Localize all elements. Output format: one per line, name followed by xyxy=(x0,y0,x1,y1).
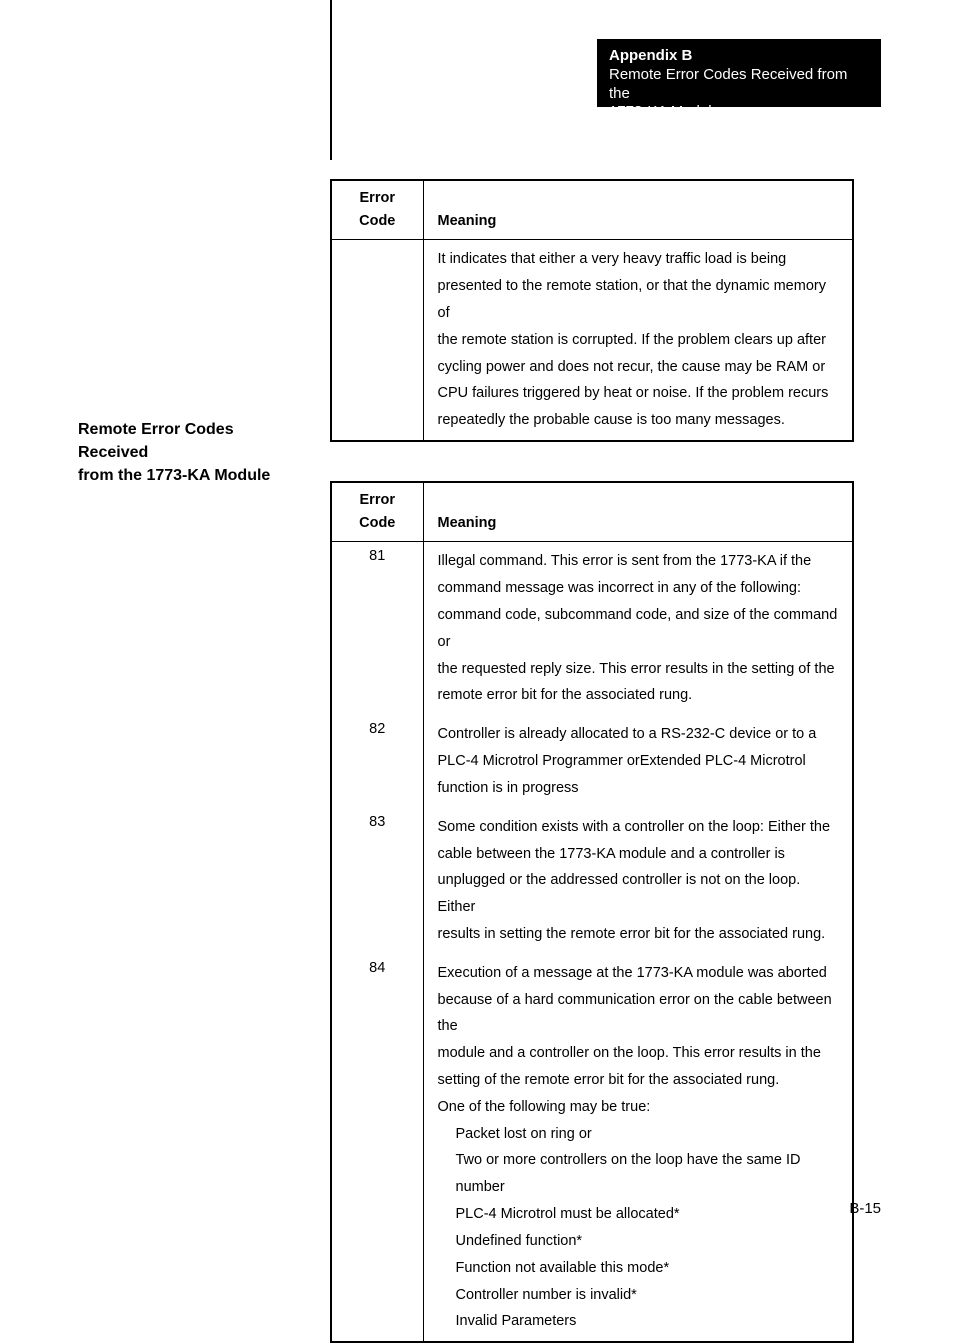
meaning-line: function is in progress xyxy=(438,775,843,802)
meaning-line: module and a controller on the loop. Thi… xyxy=(438,1040,843,1067)
table-ka-module: Error Code Meaning 81 Illegal command. Th… xyxy=(330,481,854,1343)
meaning-line: the remote station is corrupted. If the … xyxy=(438,327,843,354)
meaning-line: command code, subcommand code, and size … xyxy=(438,602,843,656)
cell-meaning: Some condition exists with a controller … xyxy=(423,808,853,954)
meaning-line: remote error bit for the associated rung… xyxy=(438,682,843,709)
meaning-line: Illegal command. This error is sent from… xyxy=(438,548,843,575)
cell-meaning: Controller is already allocated to a RS-… xyxy=(423,715,853,807)
cell-meaning: Illegal command. This error is sent from… xyxy=(423,542,853,715)
cell-error-code: 81 xyxy=(331,542,423,715)
table-row: 84 Execution of a message at the 1773-KA … xyxy=(331,954,853,1342)
meaning-line: CPU failures triggered by heat or noise.… xyxy=(438,380,843,407)
table-row: 83 Some condition exists with a controlle… xyxy=(331,808,853,954)
th-error-code: Error Code xyxy=(331,482,423,542)
sub-list-item: Two or more controllers on the loop have… xyxy=(456,1147,843,1201)
th-meaning: Meaning xyxy=(423,482,853,542)
meaning-line: unplugged or the addressed controller is… xyxy=(438,867,843,921)
meaning-line: cycling power and does not recur, the ca… xyxy=(438,354,843,381)
cell-error-code xyxy=(331,240,423,441)
th-error-code: Error Code xyxy=(331,180,423,240)
meaning-line: Some condition exists with a controller … xyxy=(438,814,843,841)
cell-meaning: It indicates that either a very heavy tr… xyxy=(423,240,853,441)
appendix-title-line2: 1773-KA Module xyxy=(609,103,869,122)
meaning-line: PLC-4 Microtrol Programmer orExtended PL… xyxy=(438,748,843,775)
meaning-line: the requested reply size. This error res… xyxy=(438,656,843,683)
th-meaning: Meaning xyxy=(423,180,853,240)
error-table-ka: Error Code Meaning 81 Illegal command. Th… xyxy=(330,481,854,1343)
cell-error-code: 83 xyxy=(331,808,423,954)
vertical-divider-top xyxy=(330,0,332,160)
cell-error-code: 82 xyxy=(331,715,423,807)
table-row: 81 Illegal command. This error is sent fr… xyxy=(331,542,853,715)
table-continued: Error Code Meaning It indicates that eit… xyxy=(330,179,854,442)
page-number: B-15 xyxy=(849,1200,881,1217)
meaning-line: results in setting the remote error bit … xyxy=(438,921,843,948)
sub-list: Packet lost on ring orTwo or more contro… xyxy=(438,1121,843,1336)
meaning-line: Execution of a message at the 1773-KA mo… xyxy=(438,960,843,987)
sub-list-item: Packet lost on ring or xyxy=(456,1121,843,1148)
error-table-continued: Error Code Meaning It indicates that eit… xyxy=(330,179,854,442)
section-heading-line1: Remote Error Codes Received xyxy=(78,418,308,464)
meaning-line: cable between the 1773-KA module and a c… xyxy=(438,841,843,868)
cell-error-code: 84 xyxy=(331,954,423,1342)
sub-list-item: Undefined function* xyxy=(456,1228,843,1255)
sub-list-item: PLC-4 Microtrol must be allocated* xyxy=(456,1201,843,1228)
meaning-line: because of a hard communication error on… xyxy=(438,987,843,1041)
meaning-line: presented to the remote station, or that… xyxy=(438,273,843,327)
table-row: It indicates that either a very heavy tr… xyxy=(331,240,853,441)
sub-list-item: Invalid Parameters xyxy=(456,1308,843,1335)
meaning-line: setting of the remote error bit for the … xyxy=(438,1067,843,1094)
section-heading: Remote Error Codes Received from the 177… xyxy=(78,418,308,488)
meaning-line: Controller is already allocated to a RS-… xyxy=(438,721,843,748)
meaning-line: One of the following may be true: xyxy=(438,1094,843,1121)
appendix-label: Appendix B xyxy=(609,47,869,66)
section-heading-line2: from the 1773-KA Module xyxy=(78,464,308,487)
meaning-line: It indicates that either a very heavy tr… xyxy=(438,246,843,273)
sub-list-item: Controller number is invalid* xyxy=(456,1282,843,1309)
meaning-line: repeatedly the probable cause is too man… xyxy=(438,407,843,434)
table-row: 82 Controller is already allocated to a R… xyxy=(331,715,853,807)
appendix-header: Appendix B Remote Error Codes Received f… xyxy=(597,39,881,107)
meaning-line: command message was incorrect in any of … xyxy=(438,575,843,602)
appendix-title-line1: Remote Error Codes Received from the xyxy=(609,66,869,104)
cell-meaning: Execution of a message at the 1773-KA mo… xyxy=(423,954,853,1342)
sub-list-item: Function not available this mode* xyxy=(456,1255,843,1282)
